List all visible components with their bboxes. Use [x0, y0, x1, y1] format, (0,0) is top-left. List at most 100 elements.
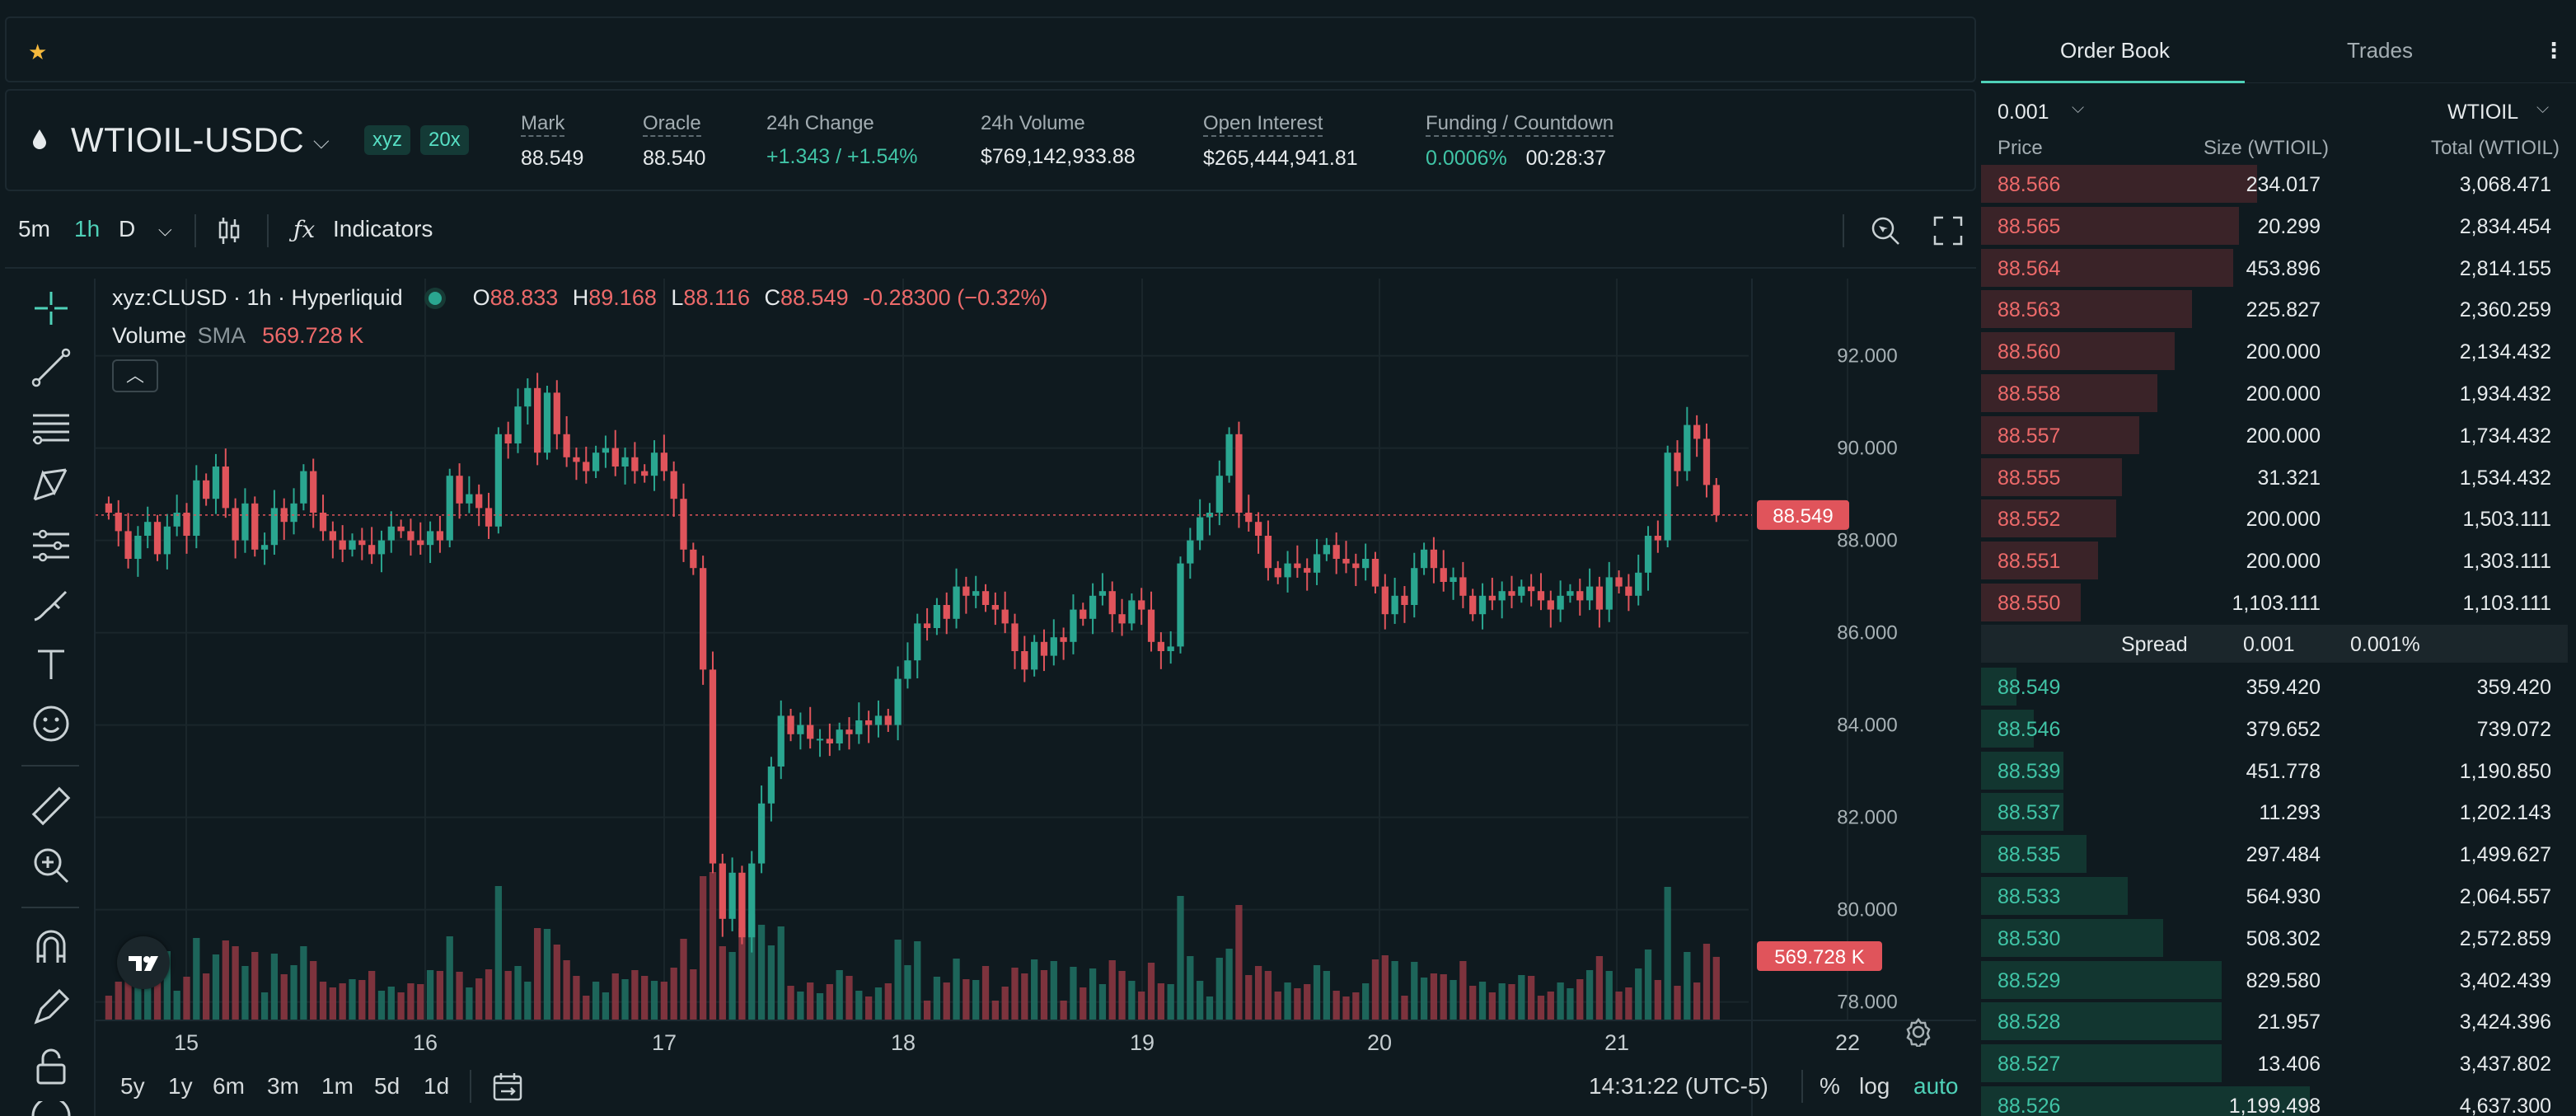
candle-body: [797, 724, 804, 734]
pattern-icon[interactable]: [30, 465, 73, 508]
range-1y[interactable]: 1y: [168, 1073, 193, 1099]
star-icon[interactable]: ★: [28, 40, 48, 64]
brush-icon[interactable]: [30, 584, 73, 626]
candle-body: [232, 508, 239, 541]
tab-order-book[interactable]: Order Book: [2060, 38, 2170, 63]
bid-row[interactable]: 88.537 11.293 1,202.143: [1981, 791, 2568, 832]
forecast-icon[interactable]: [30, 524, 73, 567]
chevron-down-icon[interactable]: ⌵: [158, 219, 172, 240]
interval-d[interactable]: D: [119, 216, 136, 241]
collapse-legend-button[interactable]: ︿: [112, 359, 158, 392]
candle-body: [923, 623, 931, 628]
ask-row[interactable]: 88.564 453.896 2,814.155: [1981, 247, 2568, 288]
volume-bar: [1362, 983, 1370, 1020]
market-symbol[interactable]: WTIOIL-USDC: [71, 120, 305, 159]
range-6m[interactable]: 6m: [213, 1073, 245, 1099]
depth-bar: [1981, 415, 2140, 454]
volume-bar: [426, 970, 434, 1020]
zoom-in-icon[interactable]: [30, 844, 73, 887]
total-cell: 2,814.155: [2459, 256, 2551, 280]
bid-row[interactable]: 88.549 359.420 359.420: [1981, 666, 2568, 707]
tab-trades[interactable]: Trades: [2347, 38, 2413, 63]
bid-row[interactable]: 88.526 1,199.498 4,637.300: [1981, 1085, 2568, 1116]
range-5y[interactable]: 5y: [120, 1073, 145, 1099]
candle-body: [728, 872, 736, 919]
bid-row[interactable]: 88.530 508.302 2,572.859: [1981, 917, 2568, 959]
ask-row[interactable]: 88.550 1,103.111 1,103.111: [1981, 582, 2568, 623]
bid-row[interactable]: 88.528 21.957 3,424.396: [1981, 1001, 2568, 1042]
ask-row[interactable]: 88.558 200.000 1,934.432: [1981, 373, 2568, 414]
fx-icon[interactable]: ƒx: [293, 216, 316, 243]
bid-row[interactable]: 88.539 451.778 1,190.850: [1981, 750, 2568, 791]
trend-line-icon[interactable]: [30, 346, 73, 389]
total-cell: 1,103.111: [2462, 592, 2551, 615]
price-cell: 88.558: [1998, 382, 2061, 406]
ask-row[interactable]: 88.551 200.000 1,303.111: [1981, 540, 2568, 581]
emoji-icon[interactable]: [30, 702, 73, 745]
unlock-icon[interactable]: [30, 1045, 73, 1088]
tick-size-select[interactable]: 0.001: [1998, 101, 2049, 124]
chart-clock[interactable]: 14:31:22 (UTC-5): [1589, 1073, 1768, 1099]
bid-row[interactable]: 88.546 379.652 739.072: [1981, 708, 2568, 749]
volume-bar: [1401, 996, 1408, 1020]
interval-5m[interactable]: 5m: [18, 216, 50, 241]
candles-icon[interactable]: [216, 216, 242, 246]
auto-scale-toggle[interactable]: auto: [1913, 1073, 1959, 1099]
bid-row[interactable]: 88.535 297.484 1,499.627: [1981, 833, 2568, 875]
range-1m[interactable]: 1m: [321, 1073, 354, 1099]
chevron-down-icon[interactable]: ⌵: [2536, 99, 2550, 117]
indicators-button[interactable]: Indicators: [333, 216, 433, 241]
bid-row[interactable]: 88.529 829.580 3,402.439: [1981, 959, 2568, 1001]
volume-bar: [1712, 956, 1720, 1020]
tradingview-logo-icon[interactable]: [117, 936, 170, 989]
depth-bar: [1981, 332, 2175, 371]
range-1d[interactable]: 1d: [424, 1073, 450, 1099]
candle-body: [1420, 549, 1428, 569]
ask-row[interactable]: 88.557 200.000 1,734.432: [1981, 415, 2568, 456]
eye-icon[interactable]: [30, 1101, 73, 1116]
chevron-down-icon[interactable]: ⌵: [313, 129, 330, 153]
ask-row[interactable]: 88.555 31.321 1,534.432: [1981, 457, 2568, 498]
ask-row[interactable]: 88.565 20.299 2,834.454: [1981, 205, 2568, 246]
volume-bar: [836, 970, 843, 1020]
unit-select[interactable]: WTIOIL: [2447, 101, 2519, 124]
percent-scale-toggle[interactable]: %: [1820, 1073, 1840, 1099]
volume-bar: [923, 1001, 931, 1020]
text-icon[interactable]: [30, 643, 73, 686]
x-tick-label: 18: [891, 1030, 916, 1055]
spread-value: 0.001: [2243, 633, 2295, 656]
zoom-cursor-icon[interactable]: [1869, 214, 1902, 247]
more-options-icon[interactable]: ⋮: [2543, 38, 2564, 63]
price-chart[interactable]: 92.000 90.000 88.000 86.000 84.000 82.000 80.0…: [96, 196, 1976, 1116]
range-5d[interactable]: 5d: [374, 1073, 400, 1099]
crosshair-icon[interactable]: [30, 287, 73, 330]
chevron-down-icon[interactable]: ⌵: [2072, 99, 2085, 117]
settings-icon[interactable]: [1904, 1017, 1933, 1047]
bid-row[interactable]: 88.527 13.406 3,437.802: [1981, 1043, 2568, 1084]
ask-row[interactable]: 88.566 234.017 3,068.471: [1981, 163, 2568, 204]
volume-bar: [514, 966, 522, 1020]
volume-bar: [241, 966, 249, 1020]
volume-bar: [1060, 1001, 1067, 1020]
ask-row[interactable]: 88.552 200.000 1,503.111: [1981, 498, 2568, 539]
candle-body: [1440, 568, 1447, 582]
ruler-icon[interactable]: [30, 785, 73, 828]
fullscreen-icon[interactable]: [1933, 216, 1963, 246]
volume-bar: [1537, 996, 1545, 1020]
interval-1h[interactable]: 1h: [74, 216, 101, 241]
log-scale-toggle[interactable]: log: [1859, 1073, 1890, 1099]
lock-drawing-icon[interactable]: [30, 986, 73, 1029]
fib-lines-icon[interactable]: [30, 406, 73, 448]
ask-row[interactable]: 88.560 200.000 2,134.432: [1981, 331, 2568, 372]
range-3m[interactable]: 3m: [267, 1073, 299, 1099]
total-cell: 2,572.859: [2459, 926, 2551, 950]
calendar-range-icon[interactable]: [491, 1070, 524, 1103]
volume-bar: [1488, 992, 1496, 1020]
size-cell: 379.652: [2246, 717, 2321, 741]
bid-row[interactable]: 88.533 564.930 2,064.557: [1981, 875, 2568, 917]
volume-bar: [280, 974, 288, 1020]
sma-label: SMA: [197, 323, 245, 348]
magnet-icon[interactable]: [30, 926, 73, 969]
volume-bar: [232, 946, 239, 1020]
ask-row[interactable]: 88.563 225.827 2,360.259: [1981, 288, 2568, 330]
